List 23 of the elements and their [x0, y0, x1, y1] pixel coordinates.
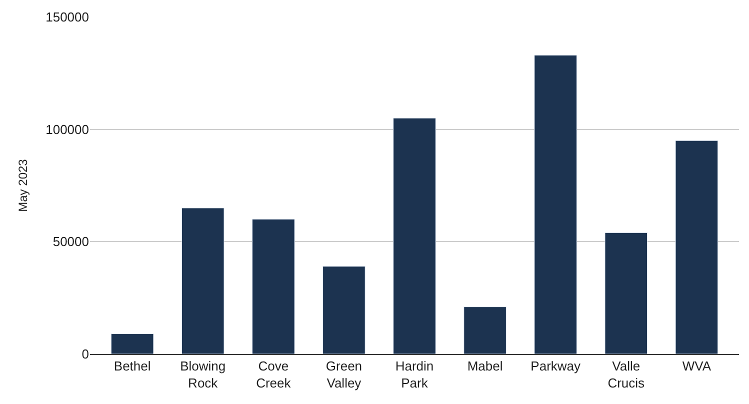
bar	[181, 208, 224, 354]
bar	[534, 54, 577, 354]
x-tick-label: Bethel	[114, 358, 151, 374]
y-axis-title: May 2023	[16, 158, 30, 212]
y-tick-label: 50000	[52, 234, 89, 250]
bar	[393, 118, 436, 354]
bar	[110, 334, 154, 354]
x-tick-label: Green Valley	[326, 358, 362, 390]
x-tick-label: Hardin Park	[395, 358, 434, 390]
bar	[252, 218, 295, 354]
bar	[322, 266, 366, 354]
bar	[604, 232, 648, 354]
x-tick-label: Mabel	[467, 358, 503, 374]
x-tick-label: WVA	[682, 358, 712, 374]
x-tick-label: Cove Creek	[256, 358, 292, 390]
x-tick-label: Valle Crucis	[608, 358, 646, 390]
x-tick-label: Blowing Rock	[180, 358, 226, 390]
y-tick-label: 0	[82, 346, 89, 362]
x-tick-label: Parkway	[530, 358, 582, 374]
y-tick-label: 100000	[46, 122, 89, 137]
y-tick-label: 150000	[46, 10, 89, 25]
bar	[464, 306, 506, 354]
bar	[675, 140, 718, 354]
